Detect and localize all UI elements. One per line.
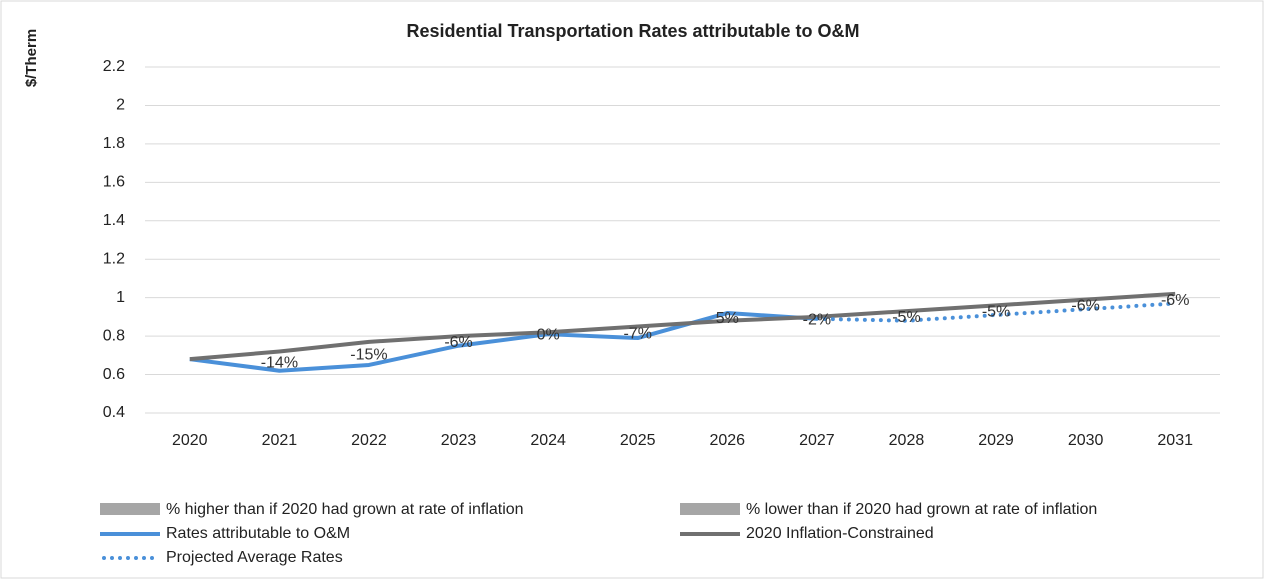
x-tick-label: 2031 (1157, 432, 1193, 449)
series-line (189, 311, 818, 373)
legend-swatch (100, 503, 160, 515)
data-label: -5% (892, 309, 920, 326)
data-label: 5% (716, 310, 739, 327)
x-tick-label: 2029 (978, 432, 1014, 449)
y-tick-label: 1.8 (103, 135, 125, 152)
chart-title: Residential Transportation Rates attribu… (406, 21, 859, 41)
legend-label: Projected Average Rates (166, 549, 343, 566)
legend-label: Rates attributable to O&M (166, 525, 350, 542)
x-tick-label: 2023 (441, 432, 477, 449)
y-tick-label: 1.4 (103, 212, 125, 229)
x-tick-label: 2021 (262, 432, 298, 449)
legend-label: 2020 Inflation-Constrained (746, 525, 934, 542)
data-label: -5% (982, 303, 1010, 320)
y-tick-label: 1.2 (103, 250, 125, 267)
data-label: -2% (803, 311, 831, 328)
x-tick-label: 2024 (530, 432, 566, 449)
legend-label: % higher than if 2020 had grown at rate … (166, 501, 524, 518)
data-label: 0% (537, 326, 560, 343)
data-label: -6% (1071, 298, 1099, 315)
x-tick-label: 2028 (889, 432, 925, 449)
x-tick-label: 2027 (799, 432, 835, 449)
x-tick-label: 2025 (620, 432, 656, 449)
data-label: -6% (1161, 292, 1189, 309)
y-tick-label: 0.6 (103, 366, 125, 383)
x-tick-label: 2022 (351, 432, 387, 449)
data-label: -15% (350, 347, 387, 364)
series-line (189, 291, 1176, 362)
y-axis-label: $/Therm (23, 29, 40, 87)
x-tick-label: 2026 (709, 432, 745, 449)
y-tick-label: 0.4 (103, 404, 125, 421)
data-label: -6% (444, 334, 472, 351)
y-tick-label: 1 (116, 289, 125, 306)
x-tick-label: 2030 (1068, 432, 1104, 449)
legend-label: % lower than if 2020 had grown at rate o… (746, 501, 1097, 518)
y-tick-label: 2 (116, 97, 125, 114)
data-label: -14% (261, 354, 298, 371)
y-tick-label: 0.8 (103, 327, 125, 344)
x-tick-label: 2020 (172, 432, 208, 449)
y-tick-label: 1.6 (103, 174, 125, 191)
legend-swatch (680, 503, 740, 515)
y-tick-label: 2.2 (103, 58, 125, 75)
data-label: -7% (623, 325, 651, 342)
